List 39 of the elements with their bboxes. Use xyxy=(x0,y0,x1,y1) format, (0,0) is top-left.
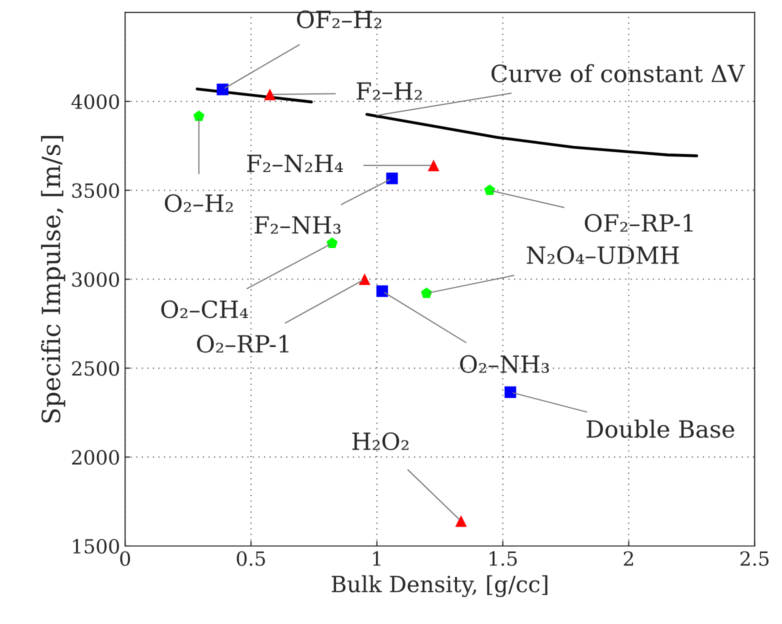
x-tick-label: 0.5 xyxy=(236,551,265,566)
point xyxy=(421,287,432,298)
annotation: Double Base xyxy=(586,420,734,438)
annotation: Curve of constant ΔV xyxy=(492,64,746,82)
point xyxy=(428,160,440,172)
y-axis-title: Specific Impulse, [m/s] xyxy=(41,136,66,423)
y-tick-label: 3000 xyxy=(72,272,119,287)
point xyxy=(484,184,496,196)
y-tick-label: 2500 xyxy=(72,361,119,376)
x-tick-label: 2 xyxy=(624,551,634,566)
annotation: OF₂–RP-1 xyxy=(584,214,693,232)
point xyxy=(376,285,388,297)
annotation: O₂–RP-1 xyxy=(197,334,288,353)
annotation: O₂–H₂ xyxy=(164,194,233,212)
x-axis-title: Bulk Density, [g/cc] xyxy=(332,575,548,598)
x-tick-label: 0 xyxy=(120,551,130,566)
y-tick-label: 4000 xyxy=(71,94,119,110)
point xyxy=(455,515,467,527)
x-tick-label: 1 xyxy=(373,551,380,566)
annotation: OF₂–H₂ xyxy=(297,10,382,28)
annotation: F₂–H₂ xyxy=(356,82,422,100)
x-tick-label: 2.5 xyxy=(740,551,769,566)
y-tick-label: 3500 xyxy=(72,183,119,198)
point xyxy=(193,110,204,122)
annotation: F₂–N₂H₄ xyxy=(247,154,343,172)
annotation: H₂O₂ xyxy=(352,432,408,450)
annotation: F₂–NH₃ xyxy=(254,216,341,234)
point xyxy=(326,238,338,248)
point xyxy=(358,273,370,286)
annotation: O₂–NH₃ xyxy=(460,355,549,374)
point xyxy=(386,172,398,184)
point xyxy=(264,88,276,100)
x-tick-label: 1.5 xyxy=(490,551,517,566)
y-tick-label: 2000 xyxy=(72,450,119,465)
annotation: N₂O₄–UDMH xyxy=(526,246,679,264)
y-tick-label: 1500 xyxy=(73,538,119,554)
point xyxy=(504,386,516,398)
annotation: O₂–CH₄ xyxy=(161,300,248,318)
point xyxy=(216,84,228,96)
